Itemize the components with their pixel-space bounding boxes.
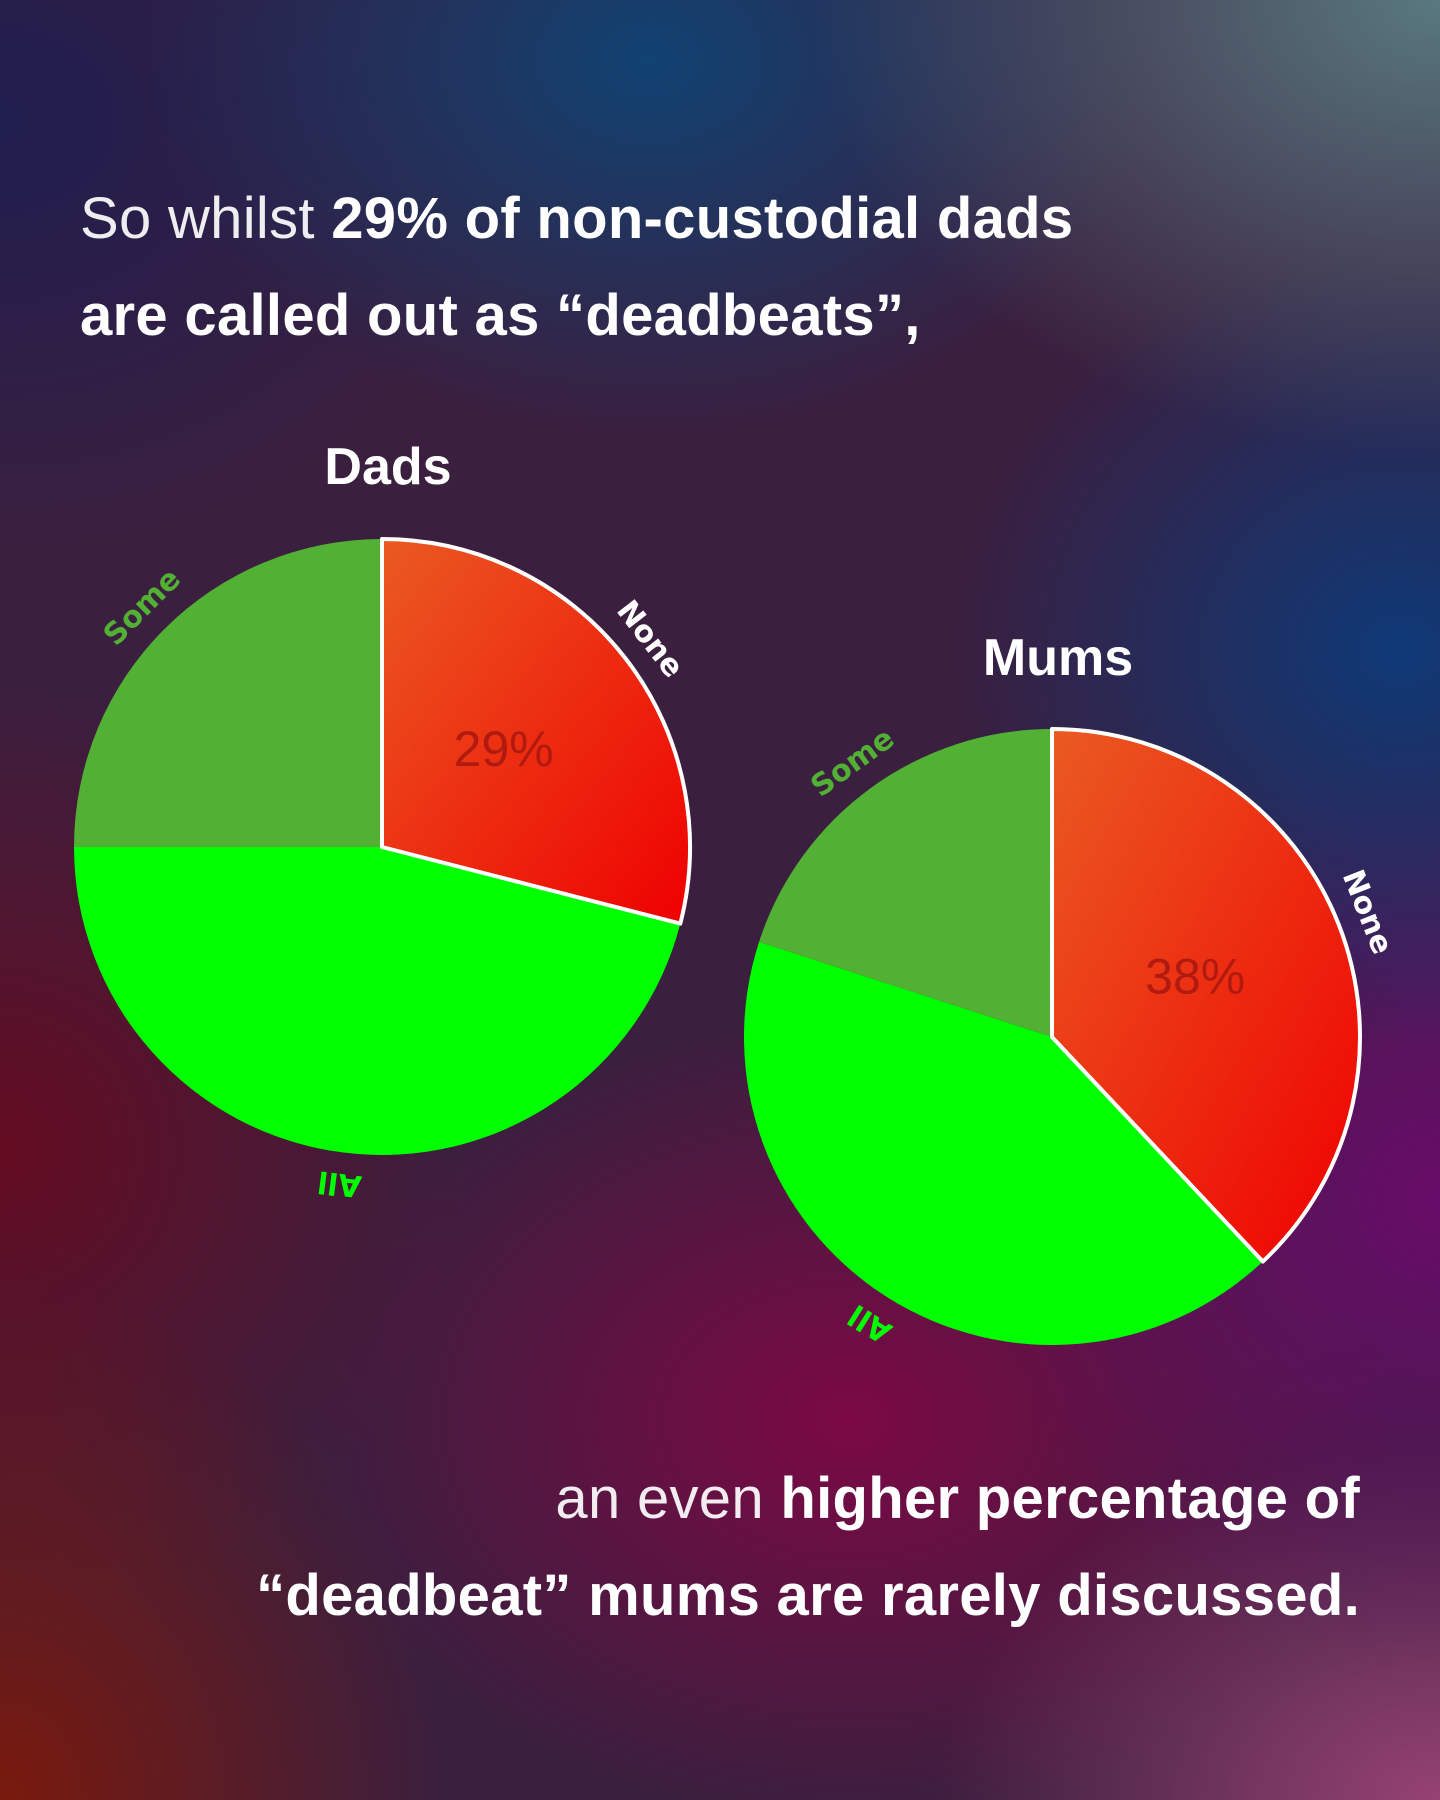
footer-second-line: “deadbeat” mums are rarely discussed. xyxy=(256,1563,1360,1628)
dads-pie-title: Dads xyxy=(324,438,451,496)
mums-slice-some xyxy=(759,728,1052,1037)
dads-slice-none-outline xyxy=(380,537,692,926)
dads-slice-some xyxy=(74,539,382,847)
dads-slice-none xyxy=(382,539,690,924)
mums-slice-all xyxy=(743,941,1263,1346)
mums-slice-none-outline xyxy=(1050,727,1362,1264)
headline: So whilst 29% of non-custodial dads are c… xyxy=(80,170,1380,364)
dads-slice-all xyxy=(74,847,681,1155)
headline-second-line: are called out as “deadbeats”, xyxy=(80,283,921,348)
headline-emphasis-text: 29% of non-custodial dads xyxy=(331,186,1074,251)
footer-text: an even higher percentage of “deadbeat” m… xyxy=(60,1450,1360,1644)
footer-emphasis-text: higher percentage of xyxy=(780,1466,1360,1531)
mums-value-label-none: 38% xyxy=(1145,949,1245,1005)
footer-intro-text: an even xyxy=(555,1466,781,1531)
mums-slice-none xyxy=(1052,729,1360,1262)
mums-slice-label-all: All xyxy=(842,1297,898,1350)
dads-value-label-none: 29% xyxy=(454,721,554,777)
headline-intro-text: So whilst xyxy=(80,186,332,251)
mums-pie-title: Mums xyxy=(983,629,1133,687)
dads-slice-label-all: All xyxy=(316,1163,364,1203)
